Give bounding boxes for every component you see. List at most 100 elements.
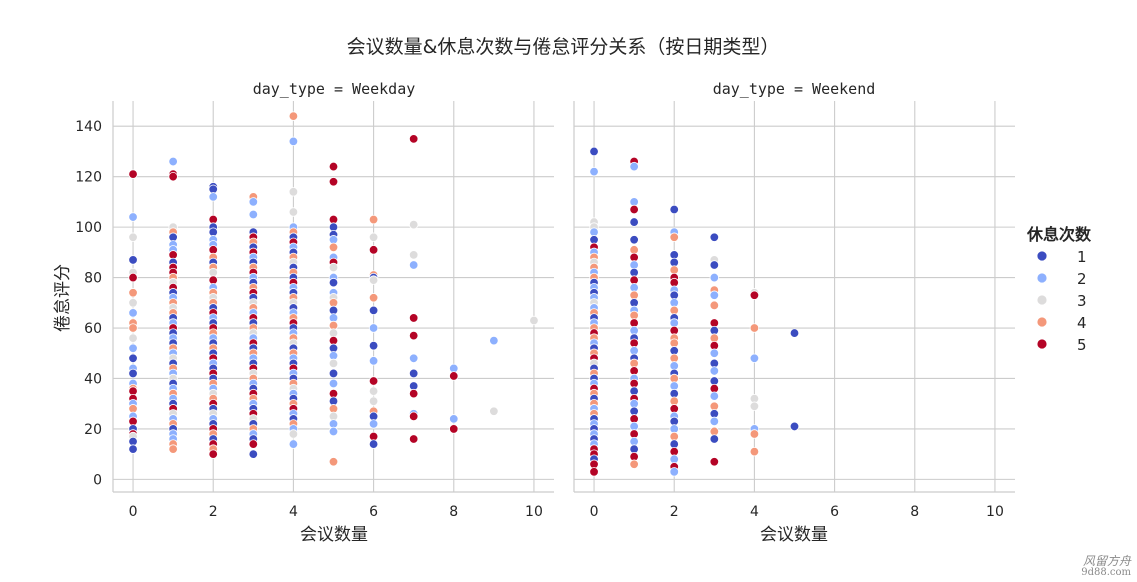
- scatter-point-weekday: [248, 209, 259, 220]
- scatter-point-weekday: [408, 411, 419, 422]
- scatter-point-weekday: [368, 214, 379, 225]
- facet-title-weekend: day_type = Weekend: [713, 80, 876, 98]
- grid-weekday: [113, 101, 554, 492]
- scatter-point-weekday: [128, 323, 138, 333]
- scatter-point-weekday: [449, 371, 459, 381]
- scatter-point-weekend: [709, 434, 720, 444]
- scatter-point-weekend: [669, 467, 679, 477]
- scatter-point-weekday: [408, 368, 419, 379]
- scatter-point-weekday: [328, 161, 339, 172]
- scatter-point-weekday: [368, 439, 379, 449]
- scatter-point-weekday: [368, 376, 379, 386]
- scatter-point-weekday: [489, 406, 499, 416]
- scatter-point-weekday: [408, 134, 419, 144]
- legend: 休息次数 1 2 3 4 5: [1026, 225, 1092, 354]
- scatter-point-weekend: [789, 421, 800, 432]
- scatter-point-weekday: [128, 232, 138, 242]
- legend-items: 1 2 3 4 5: [1036, 248, 1087, 354]
- facet-weekday: day_type = Weekday 0 2 4 6 8 10 0 20 40 60 80 100 1…: [53, 80, 554, 545]
- scatter-point-weekend: [749, 353, 760, 364]
- scatter-point-weekend: [589, 146, 599, 157]
- x-tick-label-weekend: 10: [986, 504, 1004, 520]
- scatter-point-weekday: [168, 156, 178, 167]
- scatter-point-weekday: [168, 171, 178, 182]
- scatter-point-weekend: [709, 272, 720, 283]
- scatter-point-weekday: [208, 449, 218, 459]
- scatter-point-weekend: [709, 416, 720, 427]
- scatter-point-weekday: [408, 219, 419, 230]
- x-tick-label-weekend: 4: [750, 504, 759, 520]
- scatter-point-weekday: [449, 414, 459, 424]
- scatter-point-weekend: [629, 161, 639, 172]
- scatter-point-weekday: [328, 426, 339, 437]
- scatter-point-weekend: [789, 328, 800, 338]
- y-tick-label: 80: [84, 271, 102, 287]
- y-tick-label: 100: [75, 220, 102, 236]
- legend-label: 1: [1077, 248, 1087, 266]
- scatter-point-weekday: [408, 250, 419, 260]
- scatter-point-weekday: [328, 177, 339, 187]
- scatter-point-weekday: [288, 111, 299, 121]
- legend-marker: [1036, 250, 1048, 262]
- scatter-point-weekday: [449, 424, 459, 434]
- scatter-point-weekday: [368, 232, 379, 242]
- scatter-point-weekday: [368, 245, 379, 255]
- scatter-point-weekend: [669, 232, 679, 242]
- legend-label: 2: [1077, 270, 1087, 288]
- scatter-point-weekend: [629, 204, 639, 215]
- scatter-point-weekday: [128, 212, 138, 222]
- scatter-point-weekday: [368, 419, 379, 429]
- scatter-point-weekend: [749, 323, 760, 333]
- x-ticks-weekday: 0 2 4 6 8 10: [129, 504, 543, 520]
- scatter-point-weekday: [408, 330, 419, 341]
- scatter-point-weekday: [328, 368, 339, 379]
- scatter-point-weekday: [368, 340, 379, 351]
- facet-weekend: day_type = Weekend 0 2 4 6 8 10 会议数量: [573, 80, 1015, 545]
- watermark-site: 9d88.com: [1081, 566, 1131, 578]
- scatter-point-weekday: [408, 260, 419, 270]
- scatter-point-weekday: [288, 187, 299, 197]
- scatter-point-weekday: [368, 396, 379, 406]
- scatter-point-weekend: [629, 235, 639, 245]
- scatter-point-weekend: [589, 467, 599, 477]
- x-tick-label-weekend: 2: [670, 504, 679, 520]
- x-tick-label-weekday: 0: [129, 504, 138, 520]
- scatter-point-weekday: [128, 353, 138, 364]
- scatter-point-weekday: [368, 275, 379, 285]
- legend-label: 5: [1077, 336, 1087, 354]
- scatter-point-weekend: [709, 366, 720, 376]
- scatter-point-weekday: [288, 429, 299, 439]
- y-tick-label: 20: [84, 422, 102, 438]
- scatter-point-weekend: [629, 459, 639, 469]
- x-tick-label-weekday: 2: [209, 504, 218, 520]
- scatter-point-weekend: [749, 429, 760, 439]
- watermark-name: 风留方舟: [1082, 553, 1131, 568]
- scatter-point-weekend: [749, 446, 760, 457]
- scatter-point-weekday: [248, 449, 259, 459]
- scatter-point-weekday: [408, 353, 419, 364]
- legend-label: 3: [1077, 292, 1087, 310]
- x-axis-label-weekday: 会议数量: [300, 525, 368, 545]
- y-ticks-weekday: 0 20 40 60 80 100 120 140: [75, 119, 102, 488]
- legend-label: 4: [1077, 314, 1087, 332]
- grid-weekend: [574, 101, 1015, 492]
- x-tick-label-weekend: 0: [590, 504, 599, 520]
- scatter-point-weekend: [669, 204, 679, 215]
- scatter-point-weekday: [128, 272, 138, 283]
- scatter-point-weekday: [328, 358, 339, 369]
- y-tick-label: 60: [84, 321, 102, 337]
- scatter-point-weekday: [288, 136, 299, 147]
- scatter-point-weekday: [529, 315, 539, 326]
- legend-marker: [1036, 294, 1048, 306]
- scatter-point-weekday: [328, 242, 339, 253]
- scatter-point-weekday: [328, 262, 339, 273]
- scatter-point-weekday: [288, 439, 299, 449]
- scatter-point-weekday: [368, 293, 379, 303]
- points-weekend: [589, 146, 800, 477]
- y-tick-label: 40: [84, 371, 102, 387]
- scatter-point-weekend: [709, 300, 720, 311]
- scatter-point-weekday: [368, 323, 379, 333]
- scatter-point-weekend: [629, 217, 639, 227]
- scatter-point-weekday: [128, 288, 138, 298]
- y-tick-label: 0: [93, 472, 102, 488]
